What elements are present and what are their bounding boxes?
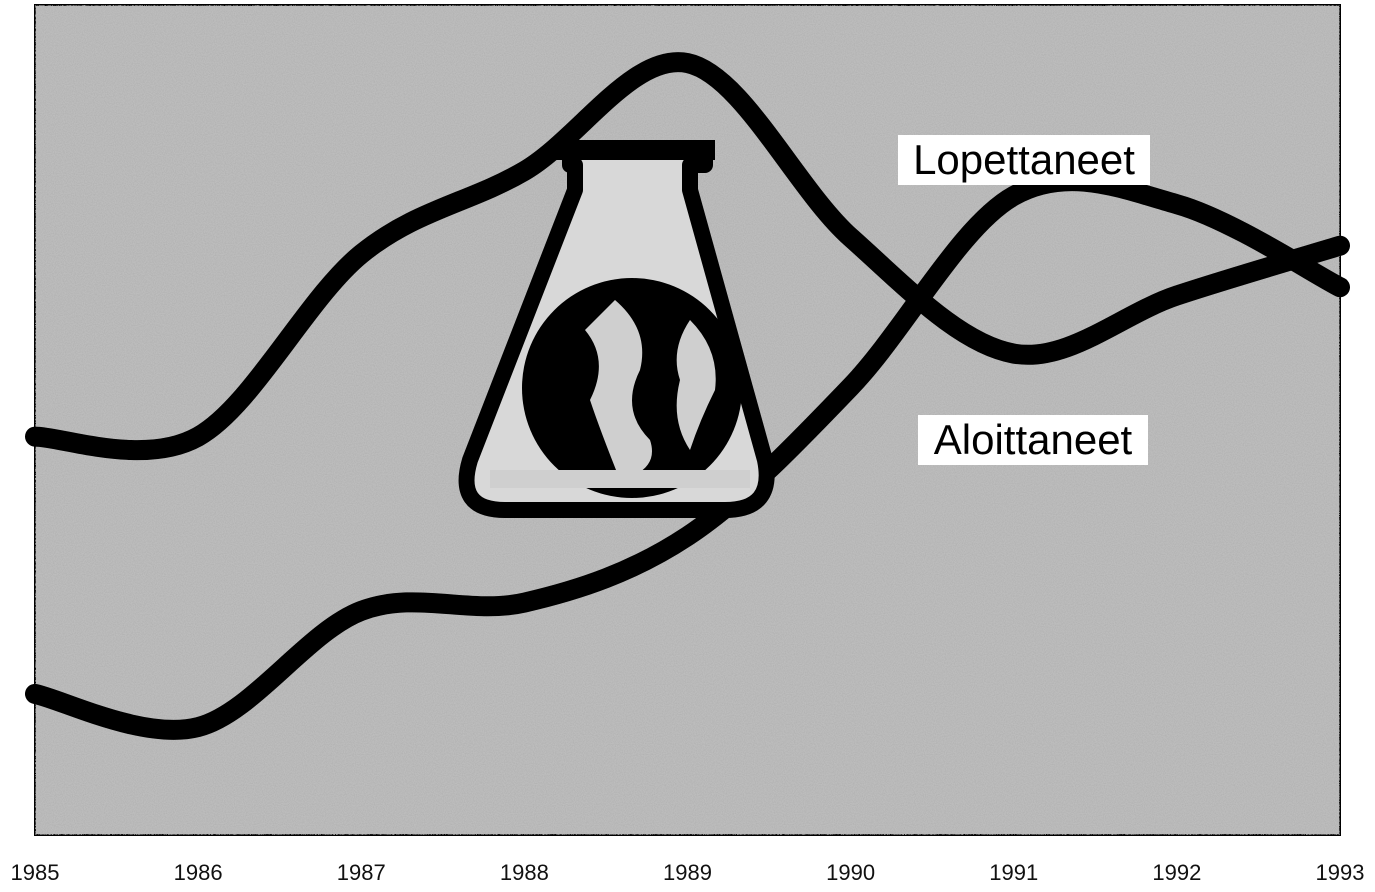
x-tick-label: 1992 xyxy=(1152,860,1201,885)
x-tick-label: 1985 xyxy=(11,860,60,885)
chart: Lopettaneet Aloittaneet 1985 1986 1987 1988… xyxy=(0,0,1375,892)
series-label: Aloittaneet xyxy=(934,416,1133,463)
x-tick-label: 1991 xyxy=(989,860,1038,885)
x-tick-label: 1993 xyxy=(1316,860,1365,885)
x-tick-label: 1989 xyxy=(663,860,712,885)
x-tick-label: 1986 xyxy=(174,860,223,885)
page: Lopettaneet Aloittaneet 1985 1986 1987 1988… xyxy=(0,0,1375,892)
x-tick-label: 1990 xyxy=(826,860,875,885)
x-tick-label: 1988 xyxy=(500,860,549,885)
x-tick-label: 1987 xyxy=(337,860,386,885)
series-label: Lopettaneet xyxy=(913,136,1135,183)
